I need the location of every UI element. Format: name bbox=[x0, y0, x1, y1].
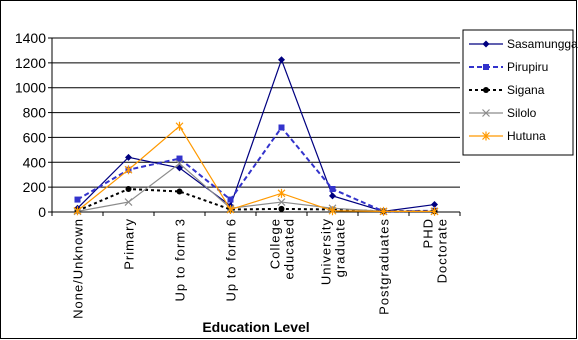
data-point-pirupiru bbox=[176, 155, 183, 162]
x-tick-label-up-to-form-6: Up to form 6 bbox=[224, 218, 239, 302]
data-point-pirupiru bbox=[278, 124, 285, 131]
data-point-hutuna bbox=[73, 206, 82, 216]
y-tick-label: 1400 bbox=[15, 30, 46, 46]
legend: Sasamungga Pirupiru Sigana Silolo Hutuna bbox=[462, 29, 578, 156]
y-axis-ticks: 0 200 400 600 800 1000 1200 1400 bbox=[15, 30, 52, 220]
y-tick-label: 600 bbox=[23, 129, 47, 145]
legend-label: Pirupiru bbox=[507, 60, 548, 74]
y-tick-label: 0 bbox=[38, 204, 46, 220]
series-line-hutuna bbox=[77, 125, 435, 212]
data-point-sigana bbox=[125, 186, 132, 193]
x-tick-label-postgraduates: Postgraduates bbox=[377, 218, 392, 315]
x-tick-label-none-unknown: None/Unknown bbox=[71, 218, 86, 319]
y-tick-label: 1000 bbox=[15, 80, 46, 96]
data-point-hutuna bbox=[124, 165, 133, 175]
gridlines bbox=[52, 37, 460, 188]
legend-marker bbox=[482, 131, 490, 141]
y-tick-label: 800 bbox=[23, 105, 47, 121]
legend-item-sigana: Sigana bbox=[469, 83, 545, 97]
series-line-sigana bbox=[77, 187, 435, 213]
data-point-hutuna bbox=[277, 188, 286, 198]
legend-label: Hutuna bbox=[507, 129, 546, 143]
data-point-hutuna bbox=[226, 205, 235, 215]
data-point-pirupiru bbox=[227, 196, 234, 203]
data-point-hutuna bbox=[430, 206, 439, 216]
data-point-hutuna bbox=[328, 206, 337, 216]
data-point-sasamungga bbox=[125, 153, 132, 161]
y-tick-label: 200 bbox=[23, 179, 47, 195]
data-point-pirupiru bbox=[74, 196, 81, 203]
y-tick-label: 400 bbox=[23, 154, 47, 170]
x-tick-label-university-graduate: Universitygraduate bbox=[319, 218, 348, 285]
legend-label: Silolo bbox=[507, 106, 537, 120]
data-point-sigana bbox=[176, 188, 183, 195]
series-line-sasamungga bbox=[77, 57, 435, 212]
legend-label: Sasamungga bbox=[507, 37, 578, 51]
data-point-hutuna bbox=[379, 206, 388, 216]
x-tick-label-primary: Primary bbox=[122, 218, 137, 270]
legend-marker bbox=[483, 87, 489, 93]
series-line-pirupiru bbox=[76, 125, 435, 213]
data-point-silolo bbox=[277, 198, 286, 206]
axes bbox=[51, 38, 460, 213]
legend-item-pirupiru: Pirupiru bbox=[469, 60, 548, 74]
data-point-silolo bbox=[124, 198, 133, 206]
legend-item-sasamungga: Sasamungga bbox=[469, 37, 578, 51]
x-tick-label-phd-doctorate: PHDDoctorate bbox=[421, 218, 450, 283]
data-point-sasamungga bbox=[329, 192, 336, 200]
data-point-sasamungga bbox=[431, 201, 438, 209]
legend-marker bbox=[482, 40, 490, 48]
data-point-pirupiru bbox=[329, 186, 336, 193]
legend-item-hutuna: Hutuna bbox=[469, 129, 546, 143]
y-tick-label: 1200 bbox=[15, 55, 46, 71]
series-hutuna bbox=[73, 121, 439, 216]
legend-item-silolo: Silolo bbox=[469, 106, 537, 120]
series-lines bbox=[73, 56, 439, 216]
data-point-sasamungga bbox=[176, 164, 183, 172]
data-point-hutuna bbox=[175, 121, 184, 131]
x-tick-label-up-to-form-3: Up to form 3 bbox=[173, 218, 188, 302]
legend-label: Sigana bbox=[507, 83, 545, 97]
legend-box bbox=[462, 29, 574, 156]
data-point-sasamungga bbox=[278, 56, 285, 64]
legend-marker bbox=[483, 64, 489, 70]
x-axis-ticks: None/Unknown Primary Up to form 3 Up to for… bbox=[51, 212, 461, 319]
x-axis-title: Education Level bbox=[202, 319, 309, 335]
x-tick-label-college-educated: Collegeeducated bbox=[268, 218, 297, 280]
data-point-silolo bbox=[175, 159, 184, 168]
legend-marker bbox=[482, 109, 490, 117]
data-point-sigana bbox=[278, 205, 285, 212]
